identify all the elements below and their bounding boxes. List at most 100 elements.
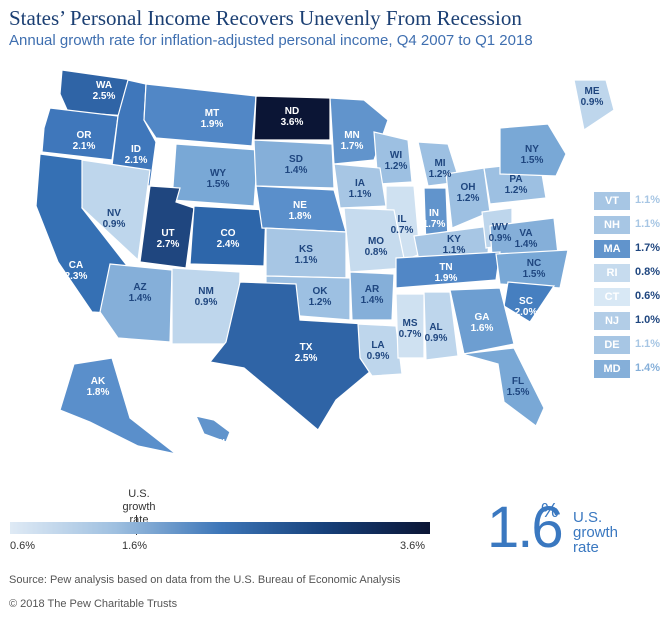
legend-value-md: 1.4% (635, 362, 661, 374)
state-label-mo: MO (368, 236, 384, 247)
state-value-mn: 1.7% (341, 141, 364, 152)
legend-state-ct: CT (594, 288, 630, 306)
state-label-mn: MN (344, 130, 360, 141)
state-value-wy: 1.5% (207, 179, 230, 190)
legend-row-ct: CT 0.6% (594, 288, 664, 308)
state-value-va: 1.4% (515, 239, 538, 250)
legend-state-vt: VT (594, 192, 630, 210)
state-value-ut: 2.7% (157, 239, 180, 250)
us-rate-label-line3: rate (573, 539, 599, 556)
state-value-sc: 2.0% (515, 307, 538, 318)
legend-state-ma: MA (594, 240, 630, 258)
legend-value-ma: 1.7% (635, 242, 661, 254)
state-ar (349, 271, 395, 321)
state-value-id: 2.1% (125, 155, 148, 166)
state-label-va: VA (519, 228, 532, 239)
state-value-ms: 0.7% (399, 329, 422, 340)
state-hi (194, 415, 231, 443)
state-tn (395, 251, 501, 289)
state-value-nv: 0.9% (103, 219, 126, 230)
state-label-nm: NM (198, 286, 214, 297)
state-value-ky: 1.1% (443, 245, 466, 256)
copyright-note: © 2018 The Pew Charitable Trusts (9, 598, 178, 610)
state-ak (59, 357, 177, 455)
state-label-pa: PA (509, 174, 522, 185)
state-value-ga: 1.6% (471, 323, 494, 334)
state-label-wy: WY (210, 168, 226, 179)
state-label-nd: ND (285, 106, 299, 117)
state-label-tn: TN (439, 262, 452, 273)
state-value-tn: 1.9% (435, 273, 458, 284)
legend-row-nj: NJ 1.0% (594, 312, 664, 332)
legend-row-de: DE 1.1% (594, 336, 664, 356)
state-label-ca: CA (69, 260, 83, 271)
state-label-wi: WI (390, 150, 402, 161)
map-subtitle: Annual growth rate for inflation-adjuste… (9, 32, 533, 49)
state-value-wi: 1.2% (385, 161, 408, 172)
legend-value-nh: 1.1% (635, 218, 661, 230)
state-ga (449, 287, 515, 355)
state-label-fl: FL (512, 376, 524, 387)
state-value-in: 1.7% (423, 219, 446, 230)
state-label-il: IL (398, 214, 407, 225)
state-value-oh: 1.2% (457, 193, 480, 204)
state-label-in: IN (429, 208, 439, 219)
state-label-nv: NV (107, 208, 121, 219)
state-wi (373, 131, 413, 185)
state-value-ia: 1.1% (349, 189, 372, 200)
legend-value-ri: 0.8% (635, 266, 661, 278)
state-value-ca: 2.3% (65, 271, 88, 282)
state-value-az: 1.4% (129, 293, 152, 304)
legend-state-nh: NH (594, 216, 630, 234)
state-value-co: 2.4% (217, 239, 240, 250)
state-value-wv: 0.9% (489, 233, 512, 244)
state-label-hi: HI (215, 438, 225, 449)
us-choropleth-map: WA2.5%OR2.1% ID2.1%MT1.9%ND3.6%MN1.7%WY1.… (35, 69, 615, 460)
state-label-ms: MS (403, 318, 418, 329)
state-me (573, 79, 615, 131)
legend-value-vt: 1.1% (635, 194, 661, 206)
legend-row-ri: RI 0.8% (594, 264, 664, 284)
state-label-ok: OK (313, 286, 329, 297)
state-label-sd: SD (289, 154, 303, 165)
state-label-la: LA (371, 340, 384, 351)
state-label-wa: WA (96, 80, 112, 91)
state-wy (171, 143, 259, 207)
legend-row-vt: VT 1.1% (594, 192, 664, 212)
us-rate-caption-line1: U.S. growth (122, 488, 156, 513)
state-al (423, 291, 459, 361)
map-title: States’ Personal Income Recovers Unevenl… (9, 6, 522, 30)
legend-state-nj: NJ (594, 312, 630, 330)
state-value-pa: 1.2% (505, 185, 528, 196)
scale-max-label: 3.6% (400, 540, 426, 552)
legend-value-de: 1.1% (635, 338, 661, 350)
state-value-al: 0.9% (425, 333, 448, 344)
state-value-fl: 1.5% (507, 387, 530, 398)
state-ms (395, 293, 425, 359)
state-label-nc: NC (527, 258, 541, 269)
state-label-ak: AK (91, 376, 106, 387)
legend-state-md: MD (594, 360, 630, 378)
state-fl (461, 347, 545, 427)
legend-value-ct: 0.6% (635, 290, 661, 302)
state-value-tx: 2.5% (295, 353, 318, 364)
legend-row-nh: NH 1.1% (594, 216, 664, 236)
scale-mid-label: 1.6% (122, 540, 148, 552)
state-value-mi: 1.2% (429, 169, 452, 180)
state-value-ne: 1.8% (289, 211, 312, 222)
state-tx (208, 281, 373, 431)
state-label-me: ME (585, 86, 600, 97)
state-sc (503, 281, 556, 323)
legend-value-nj: 1.0% (635, 314, 661, 326)
state-label-ky: KY (447, 234, 461, 245)
state-value-mt: 1.9% (201, 119, 224, 130)
scale-min-label: 0.6% (10, 540, 36, 552)
state-value-ny: 1.5% (521, 155, 544, 166)
state-value-ak: 1.8% (87, 387, 110, 398)
state-label-ga: GA (475, 312, 490, 323)
state-la (357, 323, 403, 377)
legend-state-de: DE (594, 336, 630, 354)
state-label-oh: OH (461, 182, 476, 193)
state-label-tx: TX (300, 342, 313, 353)
legend-state-ri: RI (594, 264, 630, 282)
